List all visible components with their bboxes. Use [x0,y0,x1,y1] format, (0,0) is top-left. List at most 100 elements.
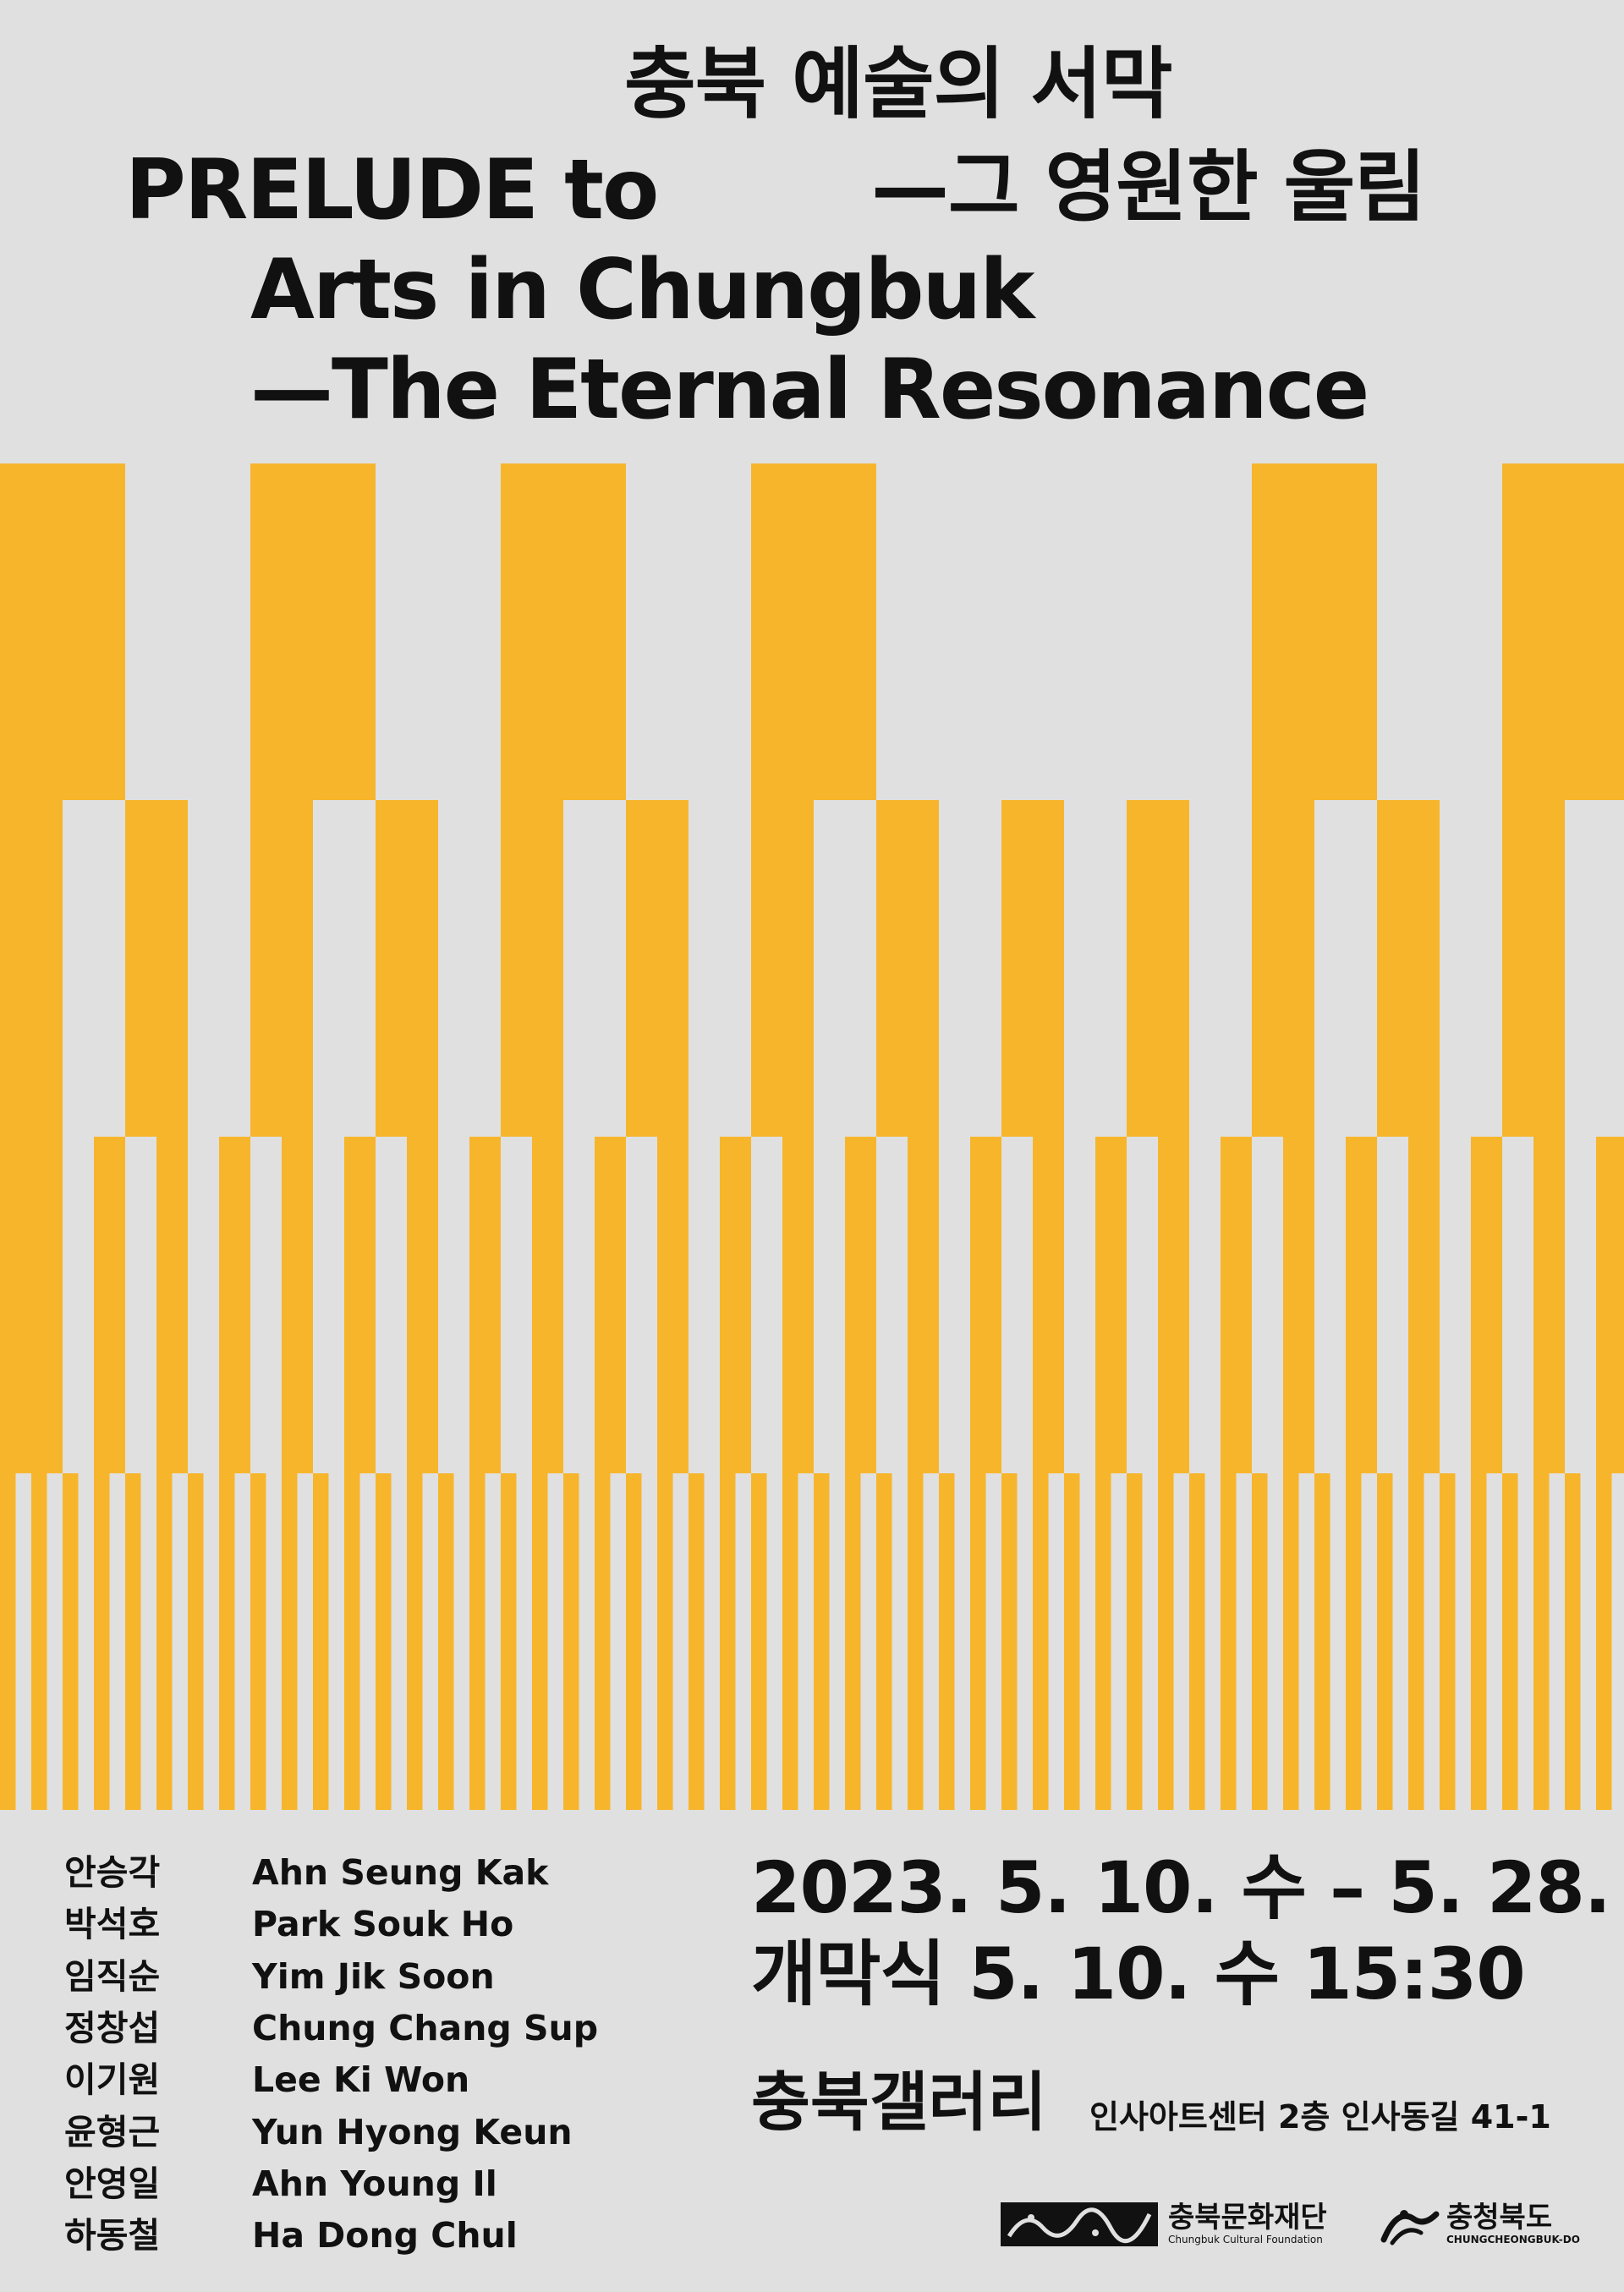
bar-row3 [1408,1137,1440,1473]
artist-name-ko: 안영일 [64,2163,161,2204]
bar-row4 [970,1473,986,1810]
artist-name-ko: 임직순 [64,1955,161,1997]
bar-row4 [720,1473,736,1810]
bar-row2 [1252,800,1314,1137]
bar-row4 [751,1473,767,1810]
bar-row3 [1283,1137,1314,1473]
bar-row4 [344,1473,360,1810]
bar-row4 [501,1473,517,1810]
artist-name-en: Ahn Young Il [252,2163,497,2204]
bar-row4 [250,1473,266,1810]
bar-row3 [1346,1137,1377,1473]
bar-row4 [282,1473,298,1810]
bar-row4 [1001,1473,1018,1810]
bar-row4 [1346,1473,1362,1810]
bar-row3 [156,1137,188,1473]
bar-row4 [1408,1473,1424,1810]
artist-name-en: Park Souk Ho [252,1904,514,1945]
venue-name: 충북갤러리 [751,2064,1047,2140]
bar-row3 [1095,1137,1127,1473]
bar-row3 [219,1137,250,1473]
bar-row4 [595,1473,611,1810]
bar-row4 [563,1473,579,1810]
bar-row2 [626,800,689,1137]
bar-row4 [532,1473,548,1810]
bar-row2 [125,800,188,1137]
bar-row1 [1252,463,1377,800]
bar-row4 [156,1473,173,1810]
province-logo: 충청북도 CHUNGCHEONGBUK-DO [1380,2202,1580,2246]
bar-row3 [657,1137,689,1473]
bar-row2 [376,800,438,1137]
bar-row4 [1596,1473,1612,1810]
bar-row2 [0,800,63,1137]
bar-row4 [1252,1473,1268,1810]
artist-name-en: Lee Ki Won [252,2059,470,2101]
bar-row2 [1127,800,1189,1137]
province-mark-icon [1380,2210,1440,2245]
artist-name-ko: 윤형근 [64,2111,161,2152]
venue-address: 인사아트센터 2층 인사동길 41-1 [1089,2098,1551,2136]
artist-name-ko: 이기원 [64,2059,161,2101]
bar-row4 [0,1473,16,1810]
bar-row3 [720,1137,751,1473]
bar-row4 [1064,1473,1080,1810]
artist-name-en: Chung Chang Sup [252,2007,599,2048]
bar-row2 [751,800,814,1137]
bar-row4 [1377,1473,1393,1810]
bar-row2 [1001,800,1064,1137]
artist-name-en: Yun Hyong Keun [252,2111,573,2152]
bar-row4 [1189,1473,1205,1810]
bar-row3 [532,1137,563,1473]
artist-name-en: Yim Jik Soon [252,1955,495,1997]
bar-row4 [63,1473,79,1810]
bar-row2 [1377,800,1440,1137]
artist-name-en: Ahn Seung Kak [252,1852,549,1893]
artist-name-en: Ha Dong Chul [252,2215,518,2256]
province-sub: CHUNGCHEONGBUK-DO [1446,2233,1580,2245]
bar-row4 [469,1473,486,1810]
bar-row4 [1440,1473,1456,1810]
bar-row4 [1127,1473,1143,1810]
bar-row4 [689,1473,705,1810]
foundation-mark-icon [1001,2202,1158,2246]
bar-row3 [970,1137,1001,1473]
artist-name-ko: 하동철 [64,2215,161,2256]
bar-row4 [876,1473,892,1810]
bar-row4 [219,1473,235,1810]
bar-row1 [751,463,876,800]
bar-row3 [1596,1137,1624,1473]
bar-pattern [0,463,1624,1810]
bar-row3 [344,1137,376,1473]
bar-row4 [626,1473,642,1810]
bar-row4 [908,1473,924,1810]
bar-row3 [1221,1137,1252,1473]
bar-row4 [1533,1473,1550,1810]
bar-row1 [250,463,376,800]
artist-name-ko: 안승각 [64,1852,161,1893]
bar-row4 [94,1473,110,1810]
bar-row3 [31,1137,63,1473]
bar-row3 [782,1137,814,1473]
bar-row4 [1314,1473,1330,1810]
bar-row3 [1033,1137,1064,1473]
bar-row4 [438,1473,454,1810]
bar-row4 [407,1473,423,1810]
bar-row3 [1533,1137,1565,1473]
province-name: 충청북도 [1446,2201,1553,2235]
bar-row4 [814,1473,830,1810]
title-ko-line2: —그 영원한 울림 [871,142,1426,233]
title-ko-line1: 충북 예술의 서막 [624,39,1173,129]
opening-ceremony: 개막식 5. 10. 수 15:30 [751,1933,1526,2015]
foundation-logo: 충북문화재단 Chungbuk Cultural Foundation [1001,2202,1327,2246]
bar-row1 [0,463,125,800]
bar-row4 [1158,1473,1174,1810]
bar-row4 [313,1473,329,1810]
bar-row2 [1502,800,1565,1137]
bar-row3 [845,1137,876,1473]
bar-row2 [501,800,563,1137]
bar-row4 [1095,1473,1111,1810]
bar-row4 [782,1473,798,1810]
bar-row4 [1502,1473,1518,1810]
bar-row4 [188,1473,204,1810]
